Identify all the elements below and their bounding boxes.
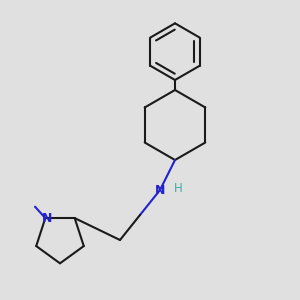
Text: H: H: [174, 182, 183, 195]
Text: N: N: [155, 184, 165, 196]
Text: N: N: [42, 212, 52, 225]
